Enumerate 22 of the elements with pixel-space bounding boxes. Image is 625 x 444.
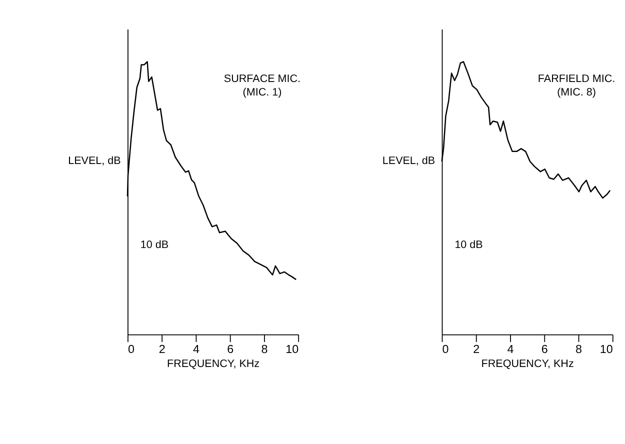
annotation: SURFACE MIC. <box>224 73 300 86</box>
x-tick-label: 10 <box>600 342 614 356</box>
annotation: 10 dB <box>454 239 483 252</box>
x-tick-label: 2 <box>158 342 166 356</box>
x-axis-title: FREQUENCY, KHz <box>167 358 260 370</box>
x-tick-label: 0 <box>442 342 450 356</box>
x-tick-label: 4 <box>507 342 514 356</box>
x-tick-label: 4 <box>192 342 200 356</box>
annotation: 10 dB <box>140 239 169 252</box>
annotation: (MIC. 8) <box>557 86 596 98</box>
x-axis-title: FREQUENCY, KHz <box>481 358 574 370</box>
annotation: (MIC. 1) <box>242 86 282 98</box>
y-axis-title: LEVEL, dB <box>382 155 436 168</box>
x-tick-label: 6 <box>541 342 548 356</box>
x-tick-label: 6 <box>227 342 234 356</box>
x-tick-label: 8 <box>261 342 268 356</box>
x-tick-label: 10 <box>286 342 300 356</box>
annotation: FARFIELD MIC. <box>538 73 616 86</box>
y-axis-title: LEVEL, dB <box>68 155 121 168</box>
x-tick-label: 8 <box>576 342 582 356</box>
x-tick-label: 2 <box>473 342 480 356</box>
x-tick-label: 0 <box>128 342 135 356</box>
